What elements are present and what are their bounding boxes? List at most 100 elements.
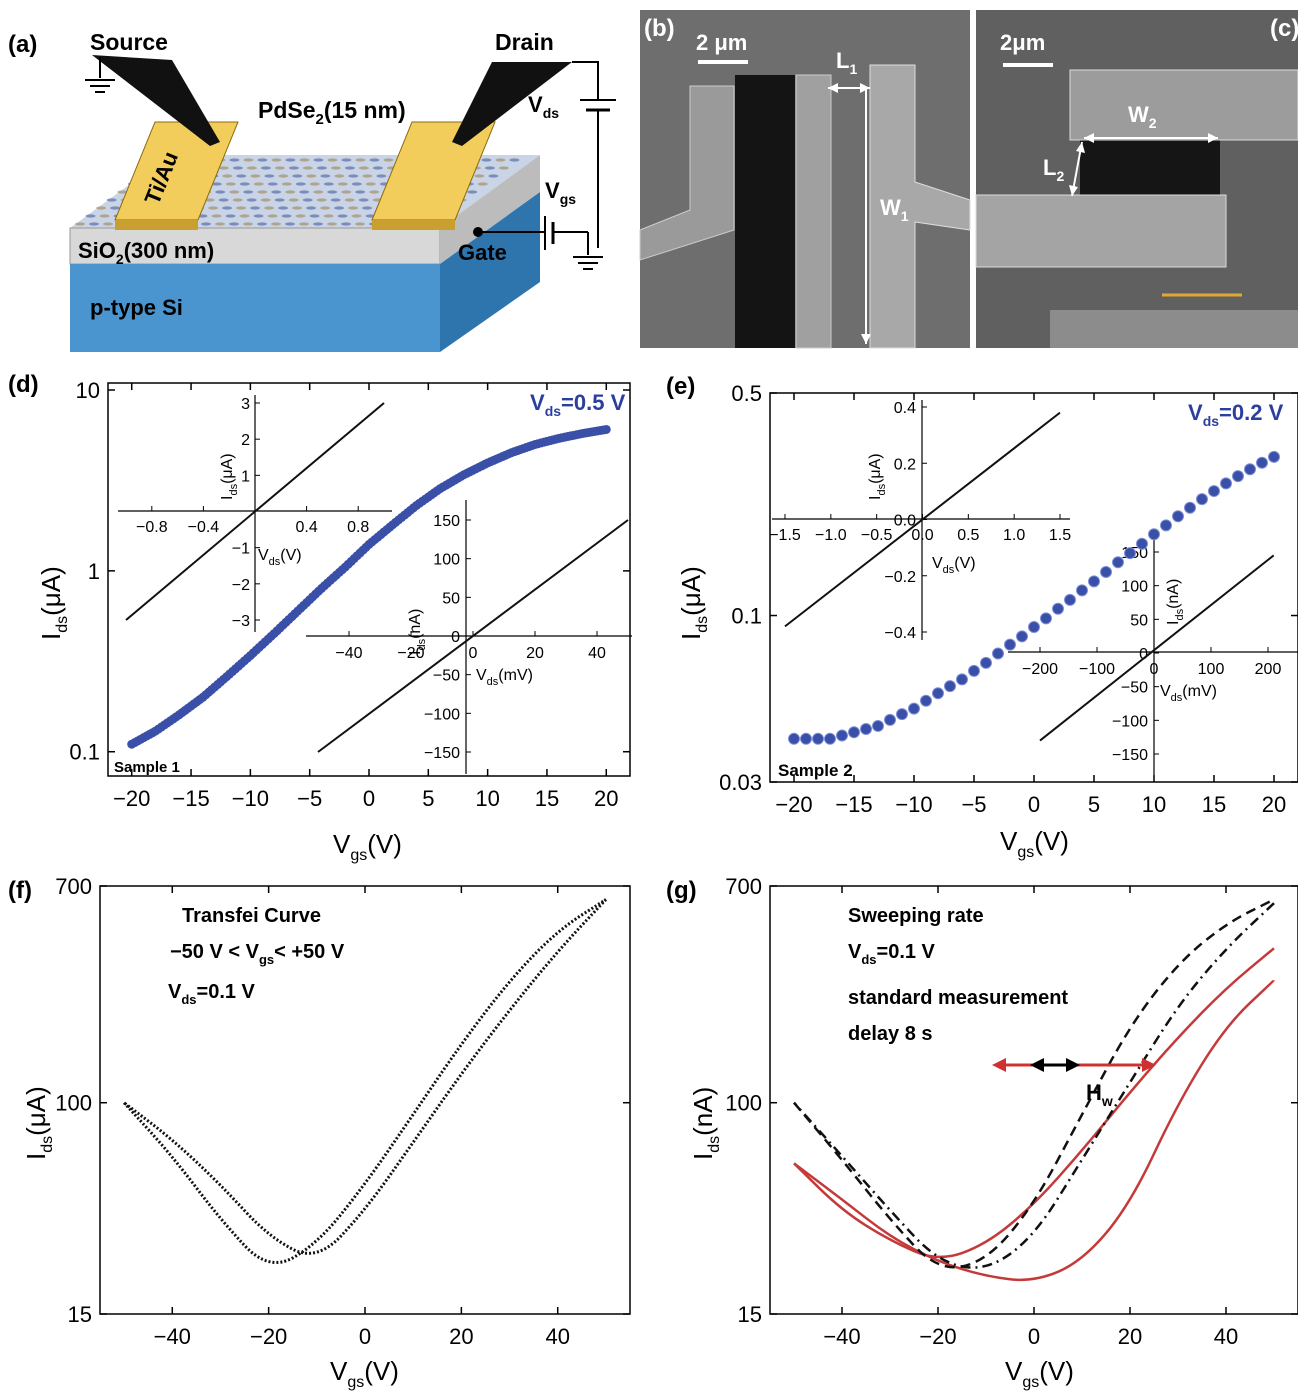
e-data-point	[1029, 622, 1040, 633]
lattice-atom	[320, 206, 330, 209]
panel-c-sem-image: 2μm W2 L2	[976, 10, 1298, 348]
d-inset2-ytick-label: −100	[424, 706, 460, 723]
lattice-atom	[355, 190, 365, 193]
lattice-atom	[306, 174, 316, 177]
x-tick-label: −20	[775, 792, 812, 817]
d-inset1-ytick-label: −1	[232, 541, 250, 558]
lattice-atom	[278, 174, 288, 177]
d-sample-label: Sample 1	[114, 759, 180, 776]
x-tick-label: 5	[422, 786, 434, 811]
lattice-atom	[341, 222, 351, 225]
x-tick-label: −15	[172, 786, 209, 811]
d-inset1-xtick-label: −0.4	[188, 519, 220, 536]
e-data-point	[909, 703, 920, 714]
y-tick-label: 0.03	[719, 770, 762, 795]
e-data-point	[1125, 548, 1136, 559]
lattice-atom	[376, 174, 386, 177]
x-tick-label: −20	[919, 1324, 956, 1349]
lattice-atom	[103, 222, 113, 225]
e-data-point	[1017, 631, 1028, 642]
lattice-atom	[359, 166, 369, 169]
e-plot-frame	[770, 393, 1298, 782]
lattice-atom	[247, 198, 257, 201]
lattice-atom	[271, 190, 281, 193]
lattice-atom	[282, 214, 292, 217]
lattice-atom	[275, 198, 285, 201]
panel-label-g: (g)	[666, 877, 697, 904]
lattice-atom	[285, 190, 295, 193]
y-tick-label: 0.1	[69, 740, 100, 765]
lattice-atom	[264, 206, 274, 209]
lattice-atom	[474, 174, 484, 177]
e-inset1-ytick-label: 0.4	[894, 400, 916, 417]
d-inset1-ylabel: Ids(μA)	[219, 453, 240, 500]
lattice-atom	[254, 182, 264, 185]
y-tick-label: 700	[55, 874, 92, 899]
e-inset2-ytick-label: 50	[1130, 612, 1148, 629]
d-inset2-xtick-label: 0	[469, 645, 478, 662]
lattice-atom	[257, 222, 267, 225]
g-annotation-line2: Vds=0.1 V	[848, 941, 936, 967]
lattice-atom	[215, 222, 225, 225]
g-xlabel: Vgs(V)	[1005, 1356, 1074, 1391]
lattice-atom	[282, 182, 292, 185]
lattice-atom	[233, 166, 243, 169]
e-xlabel: Vgs(V)	[1000, 826, 1069, 861]
e-inset2-line	[1040, 555, 1274, 740]
d-ylabel: Ids(μA)	[36, 566, 71, 640]
lattice-atom	[86, 214, 96, 217]
lattice-atom	[362, 174, 372, 177]
y-tick-label: 0.1	[731, 604, 762, 629]
y-tick-label: 15	[68, 1302, 92, 1327]
lattice-atom	[352, 214, 362, 217]
lattice-atom	[243, 158, 253, 161]
x-tick-label: 0	[1028, 792, 1040, 817]
panel-d-chart: −20 −15 −10 −5 0 5 10 15 200.1110 −0.8 −0.4 0.4 0.8…	[36, 378, 632, 864]
lattice-atom	[299, 158, 309, 161]
lattice-atom	[366, 182, 376, 185]
d-inset1-xtick-label: −0.8	[136, 519, 168, 536]
lattice-atom	[236, 206, 246, 209]
oxide-label: SiO2(300 nm)	[78, 238, 214, 267]
e-data-point	[969, 665, 980, 676]
x-tick-label: −40	[154, 1324, 191, 1349]
d-inset1-ytick-label: −3	[232, 613, 250, 630]
panel-label-e: (e)	[666, 373, 695, 400]
e-inset2-ylabel: Ids(nA)	[1165, 579, 1186, 625]
lattice-atom	[229, 158, 239, 161]
e-inset2-ytick-label: −150	[1112, 747, 1148, 764]
lattice-atom	[226, 214, 236, 217]
lattice-atom	[271, 158, 281, 161]
x-tick-label: 0	[1028, 1324, 1040, 1349]
vds-label: Vds	[528, 92, 559, 121]
x-tick-label: 20	[1262, 792, 1286, 817]
lattice-atom	[499, 166, 509, 169]
lattice-atom	[509, 158, 519, 161]
lattice-atom	[306, 206, 316, 209]
e-data-point	[993, 648, 1004, 659]
e-inset2-xtick-label: 100	[1198, 661, 1225, 678]
panel-g-chart: −40 −20 0 20 4015100700 Hw Sweeping rate Vds…	[688, 874, 1298, 1391]
lattice-atom	[303, 198, 313, 201]
lattice-atom	[313, 158, 323, 161]
lattice-atom	[107, 198, 117, 201]
panel-label-f: (f)	[8, 877, 32, 904]
d-data-point	[602, 425, 611, 434]
channel-label: PdSe2(15 nm)	[258, 97, 406, 128]
lattice-atom	[285, 158, 295, 161]
e-data-point	[789, 733, 800, 744]
d-inset1-ytick-label: −2	[232, 577, 250, 594]
lattice-atom	[219, 198, 229, 201]
drain-wire	[572, 62, 598, 100]
electrode-lower-c	[1050, 310, 1298, 348]
lattice-atom	[481, 158, 491, 161]
e-inset1-xtick-label: 1.0	[1003, 527, 1025, 544]
lattice-atom	[89, 222, 99, 225]
channel-gap-b	[735, 75, 795, 348]
lattice-atom	[331, 198, 341, 201]
y-tick-label: 0.5	[731, 381, 762, 406]
d-inset1-ytick-label: 2	[241, 432, 250, 449]
f-annotation-line3: Vds=0.1 V	[168, 981, 256, 1007]
lattice-atom	[488, 174, 498, 177]
